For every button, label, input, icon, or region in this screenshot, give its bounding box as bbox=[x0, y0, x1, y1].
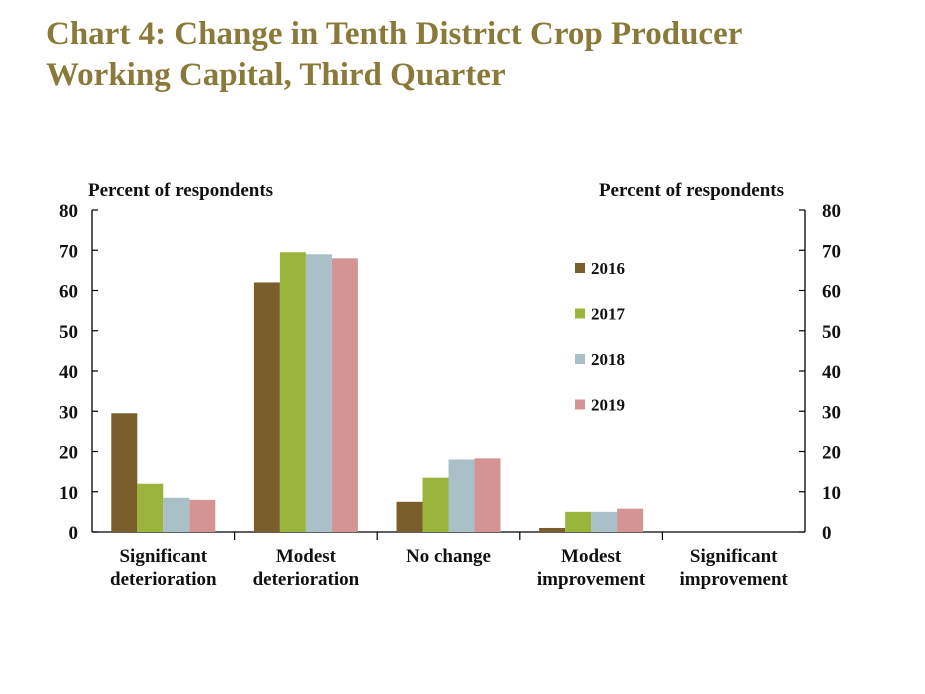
right-axis-label: Percent of respondents bbox=[599, 180, 784, 201]
right-y-tick-label: 70 bbox=[822, 241, 841, 262]
bar-2018 bbox=[448, 459, 475, 532]
category-label: Significant bbox=[119, 546, 207, 567]
right-y-tick-label: 10 bbox=[822, 483, 841, 504]
right-y-tick-label: 50 bbox=[822, 322, 841, 343]
right-y-tick-label: 30 bbox=[822, 402, 841, 423]
legend-swatch-2016 bbox=[575, 263, 585, 273]
legend-label-2018: 2018 bbox=[591, 350, 625, 369]
left-y-tick-label: 0 bbox=[69, 523, 79, 544]
legend-swatch-2017 bbox=[575, 308, 585, 319]
chart-legend: 2016 2017 2018 2019 bbox=[575, 259, 626, 415]
bar-2018 bbox=[163, 497, 190, 532]
legend-label-2019: 2019 bbox=[591, 396, 625, 415]
category-label: deterioration bbox=[110, 569, 217, 590]
left-y-tick-label: 70 bbox=[59, 241, 78, 262]
legend-swatch-2018 bbox=[575, 354, 585, 364]
right-y-tick-label: 60 bbox=[822, 282, 841, 303]
right-y-tick-label: 40 bbox=[822, 362, 841, 383]
legend-swatch-2019 bbox=[575, 399, 585, 410]
category-label: Modest bbox=[276, 546, 337, 567]
left-y-tick-label: 60 bbox=[59, 282, 78, 303]
bar-2017 bbox=[422, 477, 449, 532]
right-y-tick-label: 0 bbox=[822, 523, 832, 544]
left-axis-label: Percent of respondents bbox=[88, 180, 273, 201]
bar-2018 bbox=[305, 254, 332, 532]
chart-title: Chart 4: Change in Tenth District Crop P… bbox=[46, 14, 906, 96]
category-label: improvement bbox=[537, 569, 646, 590]
bar-2016 bbox=[539, 527, 566, 532]
bar-2016 bbox=[253, 282, 280, 532]
bar-2018 bbox=[591, 511, 618, 532]
category-label: deterioration bbox=[253, 569, 360, 590]
category-label: Significant bbox=[690, 546, 778, 567]
left-y-tick-label: 50 bbox=[59, 322, 78, 343]
right-y-tick-label: 20 bbox=[822, 443, 841, 464]
bar-2017 bbox=[137, 483, 164, 532]
bar-2019 bbox=[189, 499, 216, 532]
right-y-tick-label: 80 bbox=[822, 201, 841, 222]
bar-2017 bbox=[279, 252, 306, 532]
bar-2019 bbox=[331, 258, 358, 532]
category-label: No change bbox=[406, 546, 491, 567]
chart-title-line1: Chart 4: Change in Tenth District Crop P… bbox=[46, 16, 743, 52]
chart-bars bbox=[111, 252, 644, 532]
bar-2019 bbox=[474, 458, 501, 532]
left-y-tick-label: 20 bbox=[59, 443, 78, 464]
bar-2019 bbox=[617, 508, 644, 532]
left-y-tick-label: 10 bbox=[59, 483, 78, 504]
left-y-tick-label: 30 bbox=[59, 402, 78, 423]
legend-label-2016: 2016 bbox=[591, 259, 625, 278]
bar-2017 bbox=[565, 511, 592, 532]
chart-labels: 0 0 10 10 20 20 30 30 40 40 50 50 60 60 70 70 80 80 Signif… bbox=[59, 180, 841, 590]
bar-2016 bbox=[396, 501, 423, 532]
left-y-tick-label: 80 bbox=[59, 201, 78, 222]
bar-2016 bbox=[111, 413, 138, 532]
category-label: Modest bbox=[561, 546, 622, 567]
chart-title-line2: Working Capital, Third Quarter bbox=[46, 57, 506, 93]
category-label: improvement bbox=[680, 569, 789, 590]
legend-label-2017: 2017 bbox=[591, 305, 626, 324]
left-y-tick-label: 40 bbox=[59, 362, 78, 383]
